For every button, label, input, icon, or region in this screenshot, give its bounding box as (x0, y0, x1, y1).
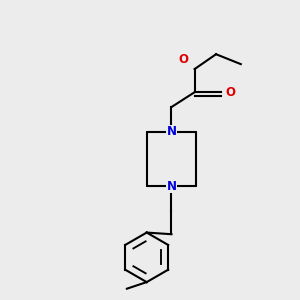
Text: N: N (167, 125, 176, 138)
Text: O: O (178, 53, 188, 66)
Text: O: O (225, 86, 235, 99)
Text: N: N (167, 180, 176, 193)
